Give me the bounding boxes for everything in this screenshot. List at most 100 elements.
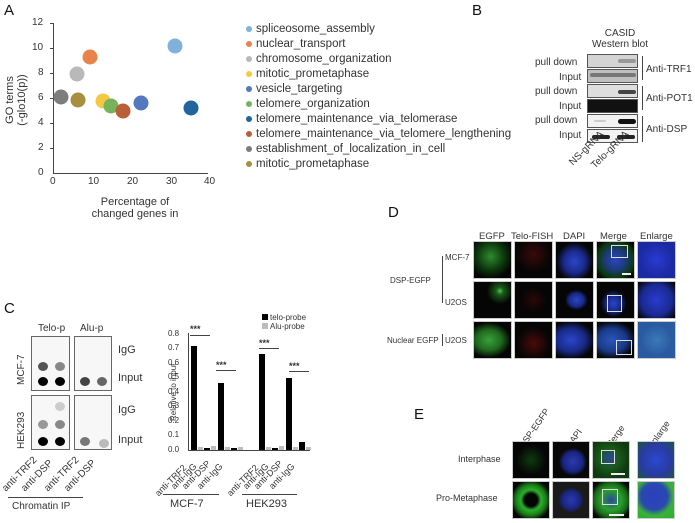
micrograph-merge (592, 441, 630, 479)
blot-strip (587, 129, 638, 143)
legend-label: telomere_organization (256, 98, 370, 110)
legend-dot-icon (246, 71, 252, 77)
legend-swatch-icon (262, 323, 268, 329)
significance-marker: *** (259, 338, 270, 348)
legend-label: spliceosome_assembly (256, 23, 375, 35)
blot-subtitle: Western blot (592, 39, 648, 50)
legend-item: telomere_organization (246, 98, 370, 110)
column-header: Merge (600, 231, 627, 242)
legend-dot-icon (246, 86, 252, 92)
data-point (82, 49, 98, 65)
micrograph-merge (596, 281, 635, 319)
antibody-label: Anti-TRF1 (646, 64, 692, 75)
column-header: Enlarge (640, 231, 673, 242)
bar-y-tick: 0.3 (168, 401, 180, 410)
dot-row-label: IgG (118, 344, 136, 356)
legend-label: vesicle_targeting (256, 83, 343, 95)
legend-item: vesicle_targeting (246, 83, 342, 95)
micrograph-telo-fish (514, 321, 553, 359)
y-tick: 4 (38, 117, 44, 128)
legend-label: telomere_maintenance_via_telomerase (256, 113, 458, 125)
micrograph-egfp (473, 241, 512, 279)
legend-label: mitotic_prometaphase (256, 158, 370, 170)
micrograph-enlarge (637, 441, 675, 479)
bar-y-tick: 0.1 (168, 430, 180, 439)
legend-item: chromosome_organization (246, 53, 392, 65)
data-point (53, 89, 69, 105)
blot-row-label: pull down (535, 86, 578, 97)
y-axis-label: (-glo10(p)) (16, 74, 28, 126)
y-tick: 10 (32, 42, 44, 53)
x-tick: 0 (50, 176, 56, 187)
micrograph-egfp (473, 321, 512, 359)
probe-header: Alu-p (80, 323, 104, 334)
micrograph-enlarge (637, 481, 675, 519)
legend-label: nuclear_transport (256, 38, 346, 50)
blot-row-label: Input (559, 101, 582, 112)
bar-y-tick: 0.5 (168, 372, 180, 381)
cell-line-label: MCF-7 (16, 354, 27, 385)
group-label: DSP-EGFP (390, 276, 431, 285)
phase-label: Pro-Metaphase (436, 493, 498, 503)
row-cell-label: MCF-7 (445, 253, 470, 262)
blot-strip (587, 84, 638, 98)
data-point (70, 92, 86, 108)
group-label: MCF-7 (170, 498, 204, 510)
dot-blot-hek293-telo (31, 395, 70, 450)
column-header: Telo-FISH (511, 231, 554, 242)
x-tick: 20 (127, 176, 139, 187)
micrograph-telo-fish (514, 241, 553, 279)
data-point (167, 38, 183, 54)
legend-label: Alu-probe (270, 322, 305, 331)
legend-dot-icon (246, 26, 252, 32)
legend-item: establishment_of_localization_in_cell (246, 143, 445, 155)
data-point (133, 95, 149, 111)
micrograph-enlarge (637, 321, 676, 359)
legend-dot-icon (246, 101, 252, 107)
group-label: HEK293 (246, 498, 287, 510)
micrograph-dapi (555, 321, 594, 359)
micrograph-egfp (473, 281, 512, 319)
legend-item: nuclear_transport (246, 38, 346, 50)
row-cell-label: U2OS (445, 298, 467, 307)
micrograph-enlarge (637, 241, 676, 279)
x-axis-label: changed genes in (91, 208, 179, 220)
data-point (115, 103, 131, 119)
column-header: DAPI (563, 231, 586, 242)
cell-line-label: HEK293 (16, 411, 27, 449)
significance-marker: *** (190, 324, 201, 334)
x-tick: 40 (204, 176, 216, 187)
phase-label: Interphase (458, 454, 501, 464)
micrograph-merge (596, 321, 635, 359)
y-tick: 8 (38, 67, 44, 78)
blot-row-label: Input (559, 72, 582, 83)
panel-b-letter: B (472, 2, 483, 19)
micrograph-dapi (552, 481, 590, 519)
legend-label: telomere_maintenance_via_telomere_length… (256, 128, 512, 140)
legend-label: chromosome_organization (256, 53, 392, 65)
data-point (103, 98, 119, 114)
legend-item: telomere_maintenance_via_telomerase (246, 113, 457, 125)
blot-row-label: pull down (535, 115, 578, 126)
legend-label: telo-probe (270, 313, 307, 322)
panel-e-letter: E (414, 406, 425, 423)
legend-dot-icon (246, 116, 252, 122)
legend-item: telomere_maintenance_via_telomere_length… (246, 128, 511, 140)
antibody-label: Anti-POT1 (646, 93, 693, 104)
bar-legend-item: telo-probe (262, 313, 306, 322)
bar-y-tick: 0.6 (168, 358, 180, 367)
column-header: EGFP (479, 231, 505, 242)
dot-row-label: IgG (118, 404, 136, 416)
legend-item: spliceosome_assembly (246, 23, 375, 35)
bar-y-tick: 0.7 (168, 343, 180, 352)
y-tick: 0 (38, 167, 44, 178)
y-tick: 12 (32, 17, 44, 28)
chromatin-ip-label: Chromatin IP (12, 501, 71, 512)
y-axis-label: GO terms (4, 76, 16, 124)
x-axis-label: Percentage of (100, 196, 170, 208)
bar-y-tick: 0.0 (168, 445, 180, 454)
dot-row-label: Input (118, 372, 143, 384)
bar-y-tick: 0.2 (168, 416, 180, 425)
x-tick: 10 (88, 176, 100, 187)
legend-label: establishment_of_localization_in_cell (256, 143, 446, 155)
